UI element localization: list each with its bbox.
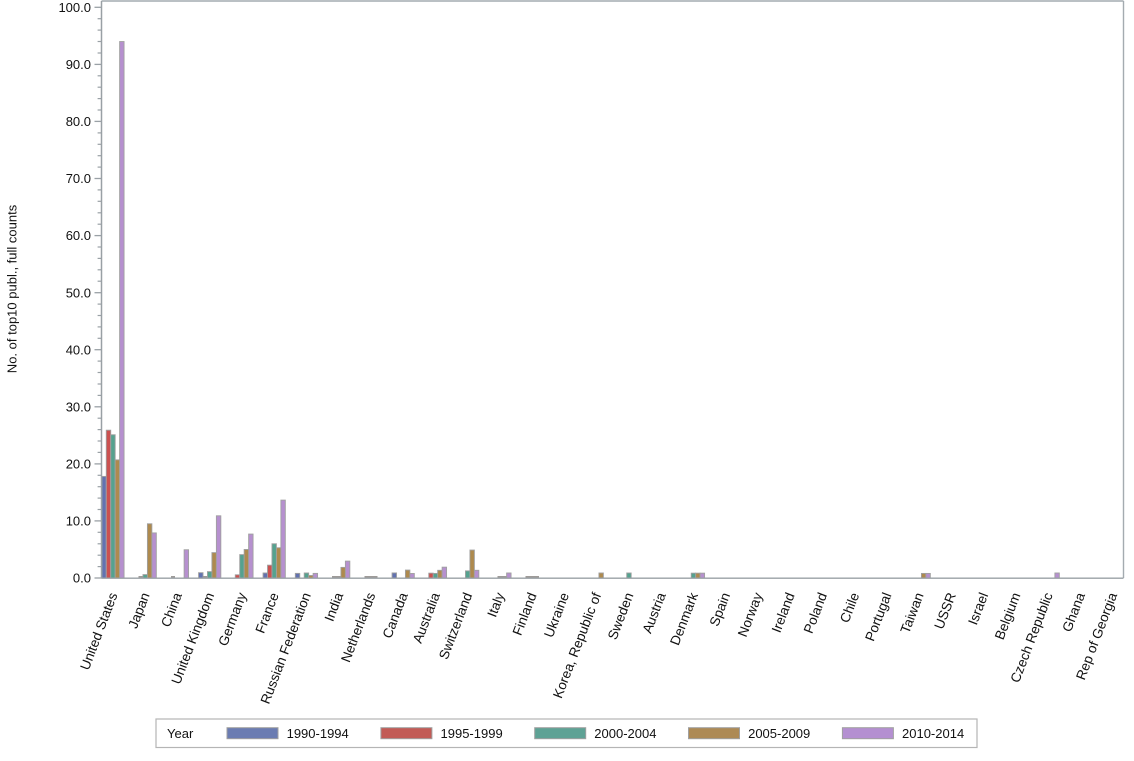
svg-text:1995-1999: 1995-1999 [441,726,503,741]
svg-text:2010-2014: 2010-2014 [902,726,964,741]
svg-text:Year: Year [167,726,194,741]
svg-text:1990-1994: 1990-1994 [287,726,349,741]
svg-text:60.0: 60.0 [66,228,91,243]
svg-text:80.0: 80.0 [66,114,91,129]
svg-text:2005-2009: 2005-2009 [748,726,810,741]
svg-text:100.0: 100.0 [58,0,91,15]
svg-text:70.0: 70.0 [66,171,91,186]
svg-text:20.0: 20.0 [66,457,91,472]
svg-text:0.0: 0.0 [73,571,91,586]
svg-text:30.0: 30.0 [66,399,91,414]
svg-text:40.0: 40.0 [66,342,91,357]
svg-text:No. of top10 publ., full count: No. of top10 publ., full counts [5,204,20,373]
svg-text:2000-2004: 2000-2004 [594,726,656,741]
svg-text:10.0: 10.0 [66,514,91,529]
svg-text:90.0: 90.0 [66,57,91,72]
svg-text:50.0: 50.0 [66,285,91,300]
